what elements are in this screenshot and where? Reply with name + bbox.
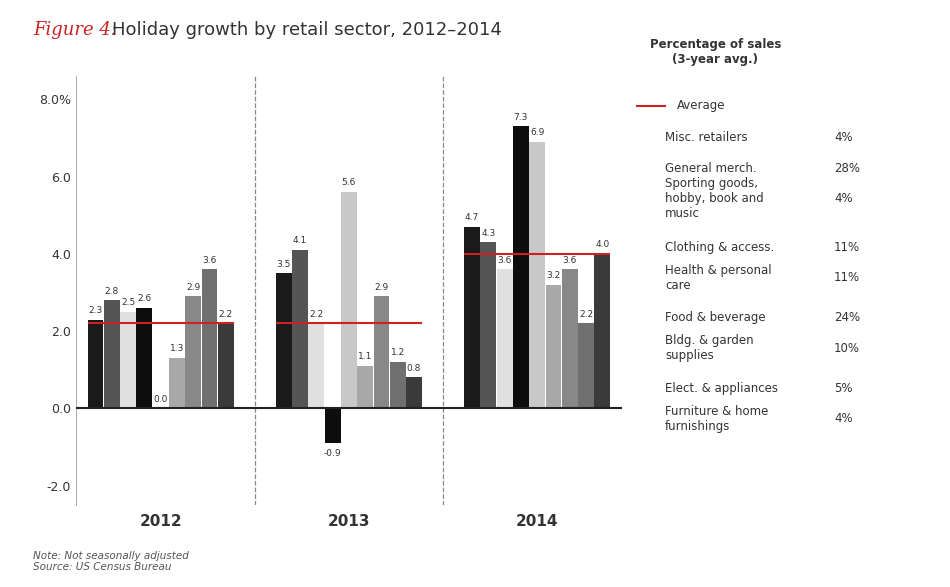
Text: Elect. & appliances: Elect. & appliances	[665, 382, 778, 394]
Text: Misc. retailers: Misc. retailers	[665, 131, 748, 144]
Bar	[513, 126, 529, 409]
Text: 7.3: 7.3	[514, 113, 528, 122]
Text: 3.2: 3.2	[546, 271, 560, 280]
Text: 0.8: 0.8	[407, 364, 421, 373]
Text: 5%: 5%	[834, 382, 852, 394]
Bar	[293, 250, 308, 409]
Bar	[357, 366, 373, 409]
Text: 3.6: 3.6	[562, 256, 577, 265]
Bar	[137, 308, 152, 409]
Text: 3.5: 3.5	[276, 259, 291, 269]
Text: 0.0: 0.0	[153, 394, 168, 404]
Text: 2.2: 2.2	[218, 310, 233, 319]
Text: Health & personal
care: Health & personal care	[665, 264, 771, 292]
Text: 24%: 24%	[834, 311, 861, 324]
Bar	[104, 300, 120, 409]
Text: Clothing & access.: Clothing & access.	[665, 241, 774, 254]
Text: General merch.: General merch.	[665, 162, 756, 175]
Text: 2013: 2013	[328, 514, 371, 529]
Text: 4%: 4%	[834, 412, 853, 425]
Text: 2.5: 2.5	[121, 298, 135, 307]
Text: 2.3: 2.3	[88, 306, 103, 315]
Text: 1.2: 1.2	[390, 348, 405, 357]
Bar	[529, 142, 545, 409]
Text: 1.3: 1.3	[170, 345, 184, 353]
Bar	[120, 312, 136, 409]
Bar	[201, 269, 218, 409]
Bar	[595, 254, 610, 409]
Text: Holiday growth by retail sector, 2012–2014: Holiday growth by retail sector, 2012–20…	[112, 21, 502, 39]
Text: 4%: 4%	[834, 131, 853, 144]
Text: 2.2: 2.2	[579, 310, 593, 319]
Text: Percentage of sales
(3-year avg.): Percentage of sales (3-year avg.)	[650, 38, 781, 66]
Text: 2.9: 2.9	[186, 283, 200, 292]
Text: 10%: 10%	[834, 342, 860, 355]
Text: 2014: 2014	[516, 514, 559, 529]
Bar	[87, 319, 104, 409]
Bar	[465, 227, 480, 409]
Text: 2.8: 2.8	[104, 286, 119, 296]
Text: 1.1: 1.1	[358, 352, 372, 361]
Text: 4.3: 4.3	[482, 229, 496, 238]
Text: Bldg. & garden
supplies: Bldg. & garden supplies	[665, 334, 753, 362]
Text: -0.9: -0.9	[324, 449, 341, 458]
Text: 3.6: 3.6	[202, 256, 217, 265]
Bar	[218, 323, 234, 409]
Bar	[481, 242, 496, 409]
Text: 4.1: 4.1	[293, 237, 307, 245]
Bar	[579, 323, 594, 409]
Text: 4%: 4%	[834, 193, 853, 205]
Text: 6.9: 6.9	[530, 129, 544, 137]
Text: Average: Average	[677, 99, 726, 112]
Text: 11%: 11%	[834, 241, 861, 254]
Text: 2.6: 2.6	[137, 294, 151, 303]
Bar	[325, 409, 340, 443]
Text: Figure 4:: Figure 4:	[33, 21, 117, 39]
Text: 4.7: 4.7	[465, 213, 479, 222]
Bar	[373, 296, 390, 409]
Text: 28%: 28%	[834, 162, 860, 175]
Bar	[390, 362, 406, 409]
Text: Food & beverage: Food & beverage	[665, 311, 766, 324]
Bar	[169, 358, 185, 409]
Text: 2.9: 2.9	[374, 283, 389, 292]
Text: 5.6: 5.6	[342, 178, 356, 187]
Text: 11%: 11%	[834, 271, 861, 284]
Bar	[497, 269, 513, 409]
Text: Sporting goods,
hobby, book and
music: Sporting goods, hobby, book and music	[665, 177, 764, 221]
Text: 3.6: 3.6	[498, 256, 512, 265]
Text: 4.0: 4.0	[595, 240, 609, 249]
Bar	[406, 377, 422, 409]
Bar	[276, 273, 292, 409]
Bar	[341, 192, 357, 409]
Text: Furniture & home
furnishings: Furniture & home furnishings	[665, 404, 769, 433]
Text: 2.2: 2.2	[310, 310, 323, 319]
Bar	[185, 296, 201, 409]
Text: Note: Not seasonally adjusted
Source: US Census Bureau: Note: Not seasonally adjusted Source: US…	[33, 551, 189, 572]
Text: 2012: 2012	[140, 514, 182, 529]
Bar	[309, 323, 324, 409]
Bar	[561, 269, 578, 409]
Bar	[545, 285, 561, 409]
